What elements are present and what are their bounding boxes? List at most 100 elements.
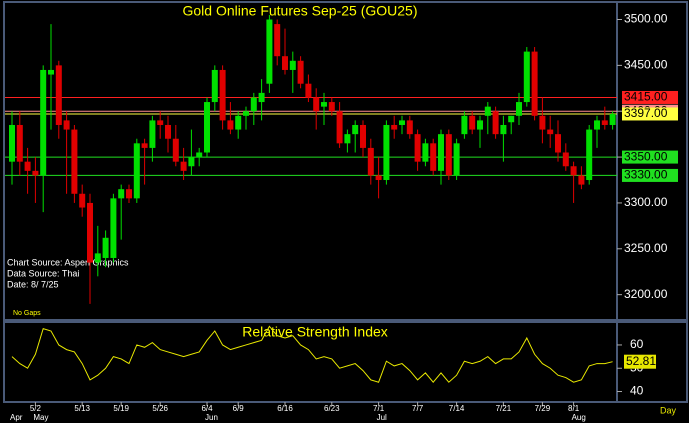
candle-body <box>445 134 452 176</box>
candle-body <box>492 111 499 135</box>
x-tick-label: 5/13 <box>74 404 90 413</box>
candle-body <box>360 124 366 148</box>
candle-body <box>461 115 468 135</box>
rsi-title: Relative Strength Index <box>242 324 388 340</box>
candle-body <box>594 120 600 130</box>
candle-body <box>500 124 507 135</box>
candle-body <box>484 106 491 116</box>
x-month-label: Apr <box>10 413 23 422</box>
candle-body <box>258 92 265 103</box>
candle-body <box>336 111 343 144</box>
x-tick-label: 5/19 <box>113 404 129 413</box>
x-month-label: May <box>33 413 48 422</box>
candle-body <box>227 120 234 130</box>
candle-body <box>266 19 273 84</box>
candle-body <box>55 65 62 125</box>
candle-body <box>87 202 93 263</box>
candle-body <box>508 115 515 123</box>
candle-body <box>172 138 179 162</box>
y-tick-label: 3200.00 <box>624 287 668 301</box>
candle-body <box>453 143 460 176</box>
candle-body <box>570 166 577 176</box>
candle-body <box>344 134 351 144</box>
candle-body <box>414 134 421 162</box>
candle-body <box>531 51 538 116</box>
candle-body <box>79 193 86 208</box>
y-tick-label: 40 <box>630 384 644 398</box>
candle-body <box>48 69 54 75</box>
candle-body <box>399 120 405 125</box>
y-tick-label: 60 <box>630 337 644 351</box>
candle-body <box>297 60 304 84</box>
candle-body <box>71 129 78 194</box>
candle-body <box>469 115 476 130</box>
level-label: 3330.00 <box>624 168 668 182</box>
candle-body <box>578 175 585 185</box>
candle-body <box>32 170 39 176</box>
candle-body <box>555 134 561 153</box>
candle-body <box>63 120 70 130</box>
level-label-bg <box>622 107 678 121</box>
candle-body <box>133 143 140 199</box>
x-tick-label: 6/4 <box>201 404 213 413</box>
candle-body <box>477 120 483 130</box>
candle-body <box>16 124 23 162</box>
candle-body <box>141 143 148 148</box>
x-tick-label: 8/1 <box>568 404 580 413</box>
level-label-bg <box>622 90 678 104</box>
candle-body <box>9 124 15 162</box>
candle-body <box>562 152 569 167</box>
candle-body <box>422 143 429 162</box>
price-panel-frame <box>3 1 688 321</box>
x-tick-label: 7/14 <box>449 404 465 413</box>
y-tick-label: 3500.00 <box>624 12 668 26</box>
x-axis-label: Day <box>660 405 677 415</box>
chart-title: Gold Online Futures Sep-25 (GOU25) <box>183 3 418 19</box>
candle-body <box>516 102 522 116</box>
level-label: 3415.00 <box>624 90 668 104</box>
candle-body <box>289 60 296 70</box>
candle-body <box>430 143 437 171</box>
y-tick-label: 3450.00 <box>624 58 668 72</box>
x-tick-label: 7/29 <box>535 404 551 413</box>
candle-body <box>188 157 195 167</box>
rsi-panel-frame <box>3 321 688 403</box>
candle-body <box>609 113 616 125</box>
date-note: Date: 8/ 7/25 <box>7 279 59 289</box>
candle-body <box>157 120 164 125</box>
rsi-last-bg <box>624 354 656 369</box>
candle-body <box>165 124 171 139</box>
candle-body <box>219 69 226 121</box>
candle-body <box>313 97 320 112</box>
x-tick-label: 5/26 <box>152 404 168 413</box>
source-note: Chart Source: Aspen Graphics <box>7 257 129 267</box>
candle-body <box>539 115 546 130</box>
candle-body <box>274 24 281 57</box>
candle-body <box>328 102 335 112</box>
candle-body <box>94 253 101 263</box>
x-tick-label: 7/21 <box>496 404 512 413</box>
x-tick-label: 5/2 <box>30 404 42 413</box>
candle-body <box>110 198 117 258</box>
y-tick-label: 3250.00 <box>624 241 668 255</box>
candle-body <box>40 69 47 176</box>
candle-body <box>180 161 187 171</box>
candle-body <box>250 97 257 112</box>
candle-body <box>305 83 312 98</box>
candle-body <box>367 147 374 176</box>
candle-body <box>586 129 593 181</box>
candle-body <box>391 124 398 130</box>
y-tick-label: 3300.00 <box>624 195 668 209</box>
x-tick-label: 7/7 <box>412 404 424 413</box>
candle-body <box>204 102 210 153</box>
candle-body <box>375 175 382 181</box>
level-label-bg <box>622 150 678 164</box>
source-note: Data Source: Thai <box>7 268 79 278</box>
candle-body <box>383 124 390 181</box>
candle-body <box>601 120 608 125</box>
candle-body <box>243 111 249 116</box>
level-label: 3397.00 <box>624 106 668 120</box>
candle-body <box>118 189 125 199</box>
